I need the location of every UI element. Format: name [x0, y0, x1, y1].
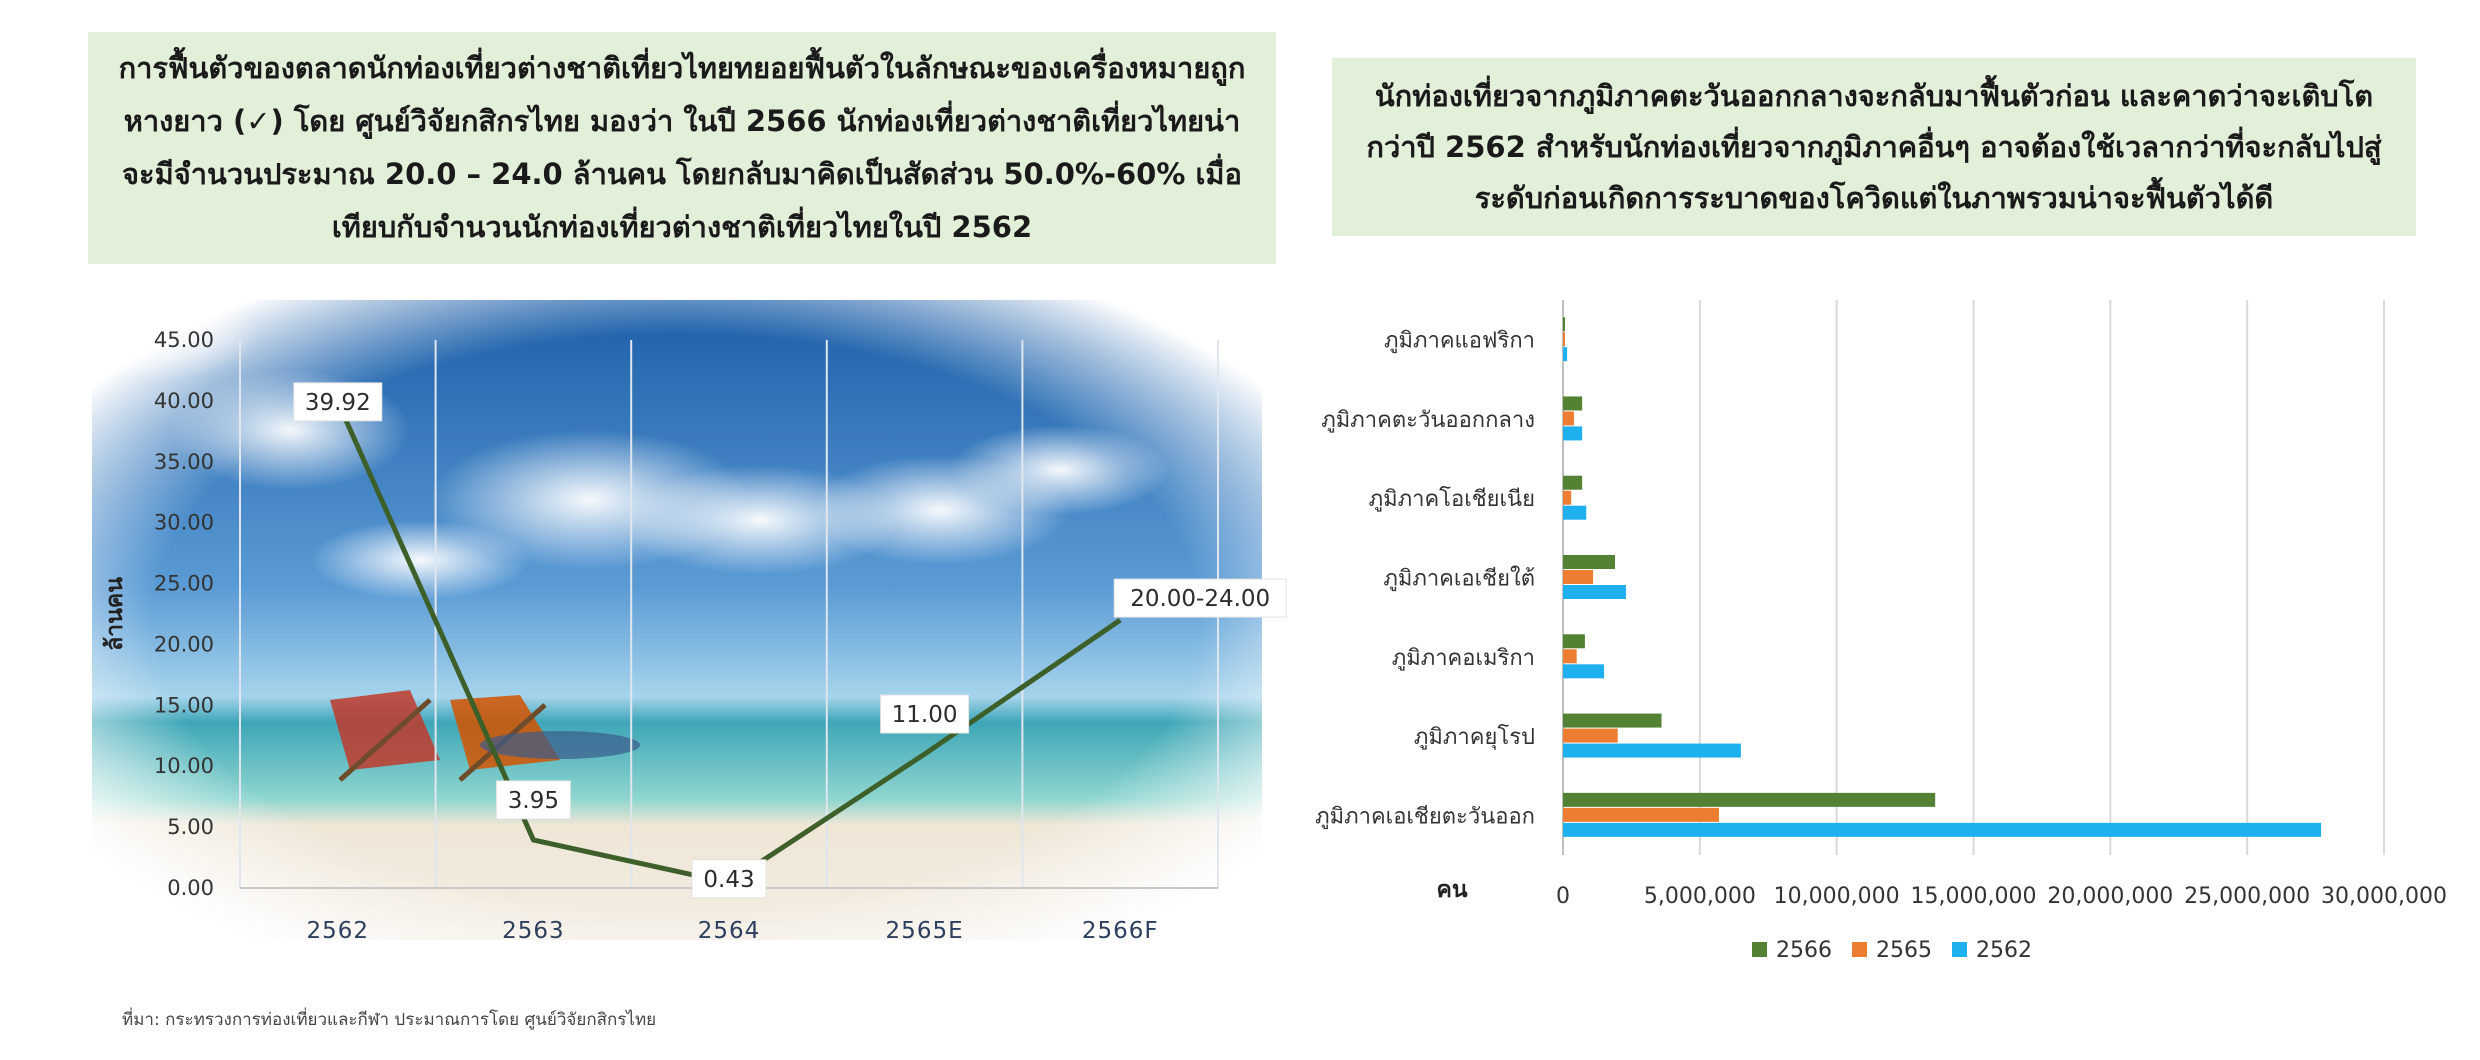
category-label: ภูมิภาคโอเชียเนีย — [1369, 486, 1535, 512]
y-tick-label: 15.00 — [154, 693, 214, 717]
y-tick-label: 45.00 — [154, 328, 214, 352]
bar-2562 — [1563, 426, 1583, 441]
y-tick-label: 5.00 — [167, 815, 214, 839]
line-chart-tourists: 0.00 5.00 10.00 15.00 20.00 25.00 30.00 35.00 40… — [102, 328, 1287, 944]
bar-2565 — [1563, 411, 1574, 426]
bar-2565 — [1563, 570, 1594, 584]
x-tick-label: 15,000,000 — [1911, 884, 2037, 909]
x-tick-label: 25,000,000 — [2184, 884, 2310, 909]
bar-2565 — [1563, 649, 1577, 664]
data-label-text: 0.43 — [703, 867, 754, 893]
category-label: ภูมิภาคตะวันออกกลาง — [1321, 408, 1535, 433]
x-tick-label: 30,000,000 — [2321, 884, 2447, 909]
bar-2565 — [1563, 728, 1618, 743]
y-tick-label: 0.00 — [167, 876, 214, 900]
bar-2565 — [1563, 807, 1719, 822]
bar-2566 — [1563, 792, 1936, 807]
bar-2566 — [1563, 475, 1583, 490]
axis-unit-label: คน — [1436, 877, 1467, 903]
x-tick-label: 2563 — [502, 918, 565, 944]
bar-2562 — [1563, 822, 2322, 837]
legend-item: 2565 — [1852, 938, 1932, 963]
left-summary-box: การฟื้นตัวของตลาดนักท่องเที่ยวต่างชาติเท… — [88, 32, 1276, 264]
y-tick-label: 40.00 — [154, 389, 214, 413]
y-tick-label: 35.00 — [154, 450, 214, 474]
data-label-text: 3.95 — [508, 788, 559, 814]
data-label: 39.92 — [293, 382, 383, 422]
y-tick-label: 10.00 — [154, 754, 214, 778]
category-label: ภูมิภาคเอเชียใต้ — [1383, 566, 1535, 592]
legend-item: 2566 — [1752, 938, 1832, 963]
x-tick-label: 10,000,000 — [1774, 884, 1900, 909]
legend-swatch — [1852, 942, 1867, 957]
legend-swatch — [1952, 942, 1967, 957]
legend-label: 2565 — [1876, 938, 1932, 963]
category-label: ภูมิภาคแอฟริกา — [1384, 329, 1535, 354]
y-axis-label: ล้านคน — [102, 577, 128, 651]
bar-2562 — [1563, 505, 1587, 520]
legend-item: 2562 — [1952, 938, 2032, 963]
left-summary-text: การฟื้นตัวของตลาดนักท่องเที่ยวต่างชาติเท… — [118, 51, 1246, 244]
bar-2562 — [1563, 347, 1568, 362]
category-label: ภูมิภาคอเมริกา — [1392, 646, 1535, 671]
bar-2566 — [1563, 317, 1565, 332]
x-tick-label: 2566F — [1082, 918, 1159, 944]
x-tick-label: 2562 — [307, 918, 370, 944]
category-label: ภูมิภาคเอเชียตะวันออก — [1315, 804, 1535, 829]
data-label-text: 20.00-24.00 — [1130, 586, 1270, 612]
data-label: 20.00-24.00 — [1113, 578, 1287, 618]
data-label: 0.43 — [691, 859, 767, 899]
x-tick-label: 5,000,000 — [1644, 884, 1756, 909]
legend-label: 2562 — [1976, 938, 2032, 963]
y-tick-label: 20.00 — [154, 632, 214, 656]
x-tick-label: 2565E — [886, 918, 964, 944]
bar-chart-by-region: 0 5,000,000 10,000,000 15,000,000 20,000,000… — [1315, 300, 2447, 963]
bar-2566 — [1563, 396, 1583, 411]
y-tick-label: 30.00 — [154, 511, 214, 535]
bar-2565 — [1563, 332, 1565, 347]
y-tick-label: 25.00 — [154, 572, 214, 596]
bar-2562 — [1563, 664, 1605, 679]
x-tick-label: 20,000,000 — [2047, 884, 2173, 909]
right-summary-text: นักท่องเที่ยวจากภูมิภาคตะวันออกกลางจะกลั… — [1366, 78, 2382, 215]
data-label: 3.95 — [495, 780, 571, 820]
source-note: ที่มา: กระทรวงการท่องเที่ยวและกีฬา ประมา… — [122, 1010, 657, 1030]
legend-swatch — [1752, 942, 1767, 957]
bar-2562 — [1563, 743, 1741, 758]
bar-2566 — [1563, 713, 1662, 728]
bar-2565 — [1563, 490, 1572, 505]
right-summary-box: นักท่องเที่ยวจากภูมิภาคตะวันออกกลางจะกลั… — [1332, 58, 2416, 236]
data-label: 11.00 — [880, 694, 970, 734]
x-tick-label: 2564 — [698, 918, 761, 944]
bar-2566 — [1563, 634, 1585, 649]
beach-photo-background — [60, 280, 1262, 940]
category-label: ภูมิภาคยุโรป — [1414, 724, 1535, 750]
legend-label: 2566 — [1776, 938, 1832, 963]
bar-2566 — [1563, 555, 1615, 569]
x-tick-label: 0 — [1556, 884, 1570, 909]
data-label-text: 39.92 — [305, 390, 371, 416]
data-label-text: 11.00 — [892, 702, 958, 728]
bar-2562 — [1563, 585, 1626, 599]
